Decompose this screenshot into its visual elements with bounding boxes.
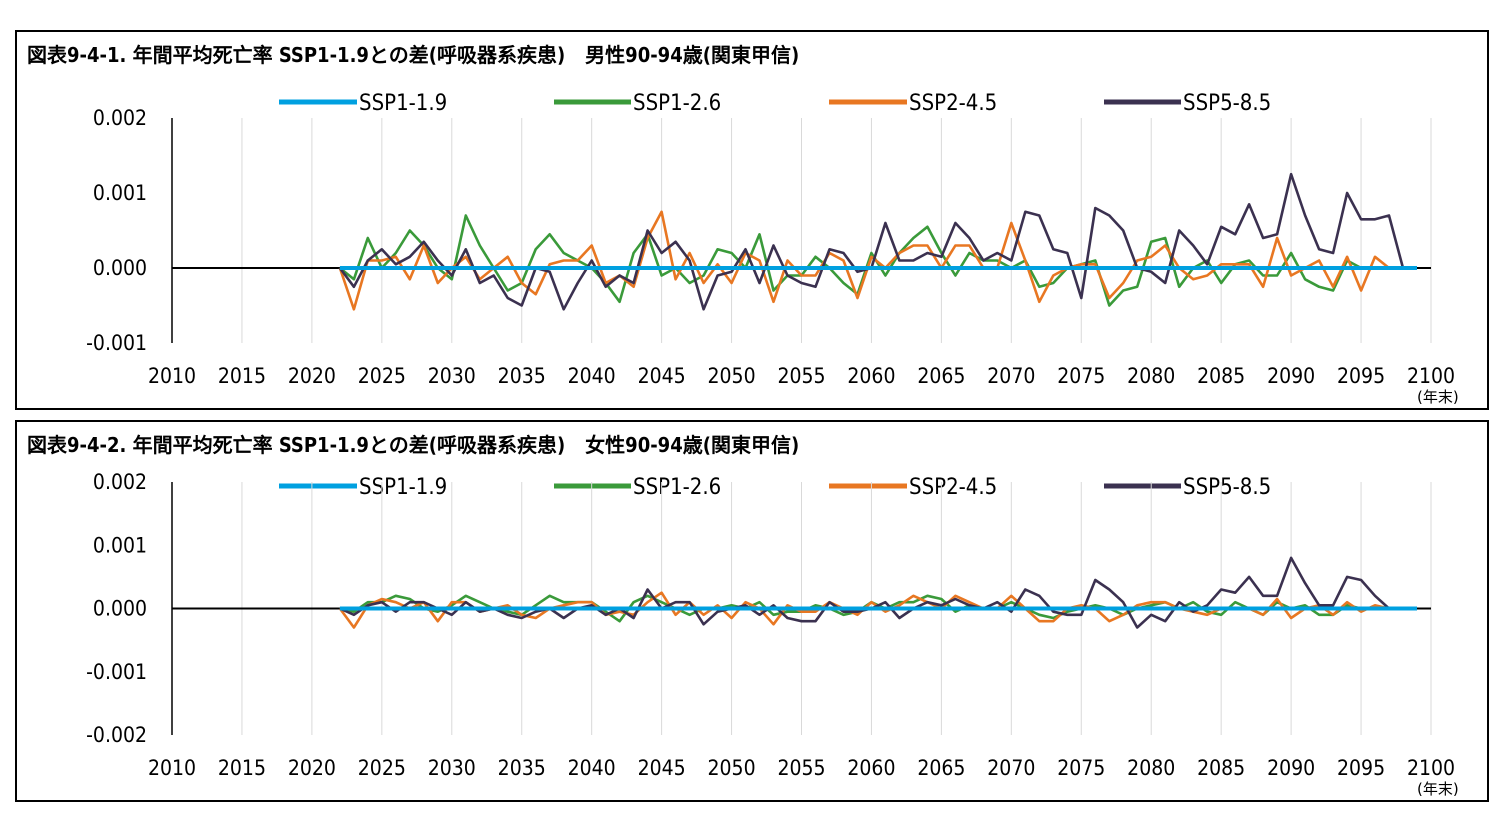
- x-tick-label: 2035: [498, 756, 546, 780]
- chart-1-x-unit: (年末): [1417, 388, 1459, 406]
- y-tick-label: -0.002: [86, 723, 147, 747]
- x-tick-label: 2040: [568, 756, 616, 780]
- x-tick-label: 2055: [777, 364, 825, 388]
- chart-1-legend: SSP1-1.9 SSP1-2.6 SSP2-4.5 SSP5-8.5: [279, 91, 1271, 116]
- chart-2-x-axis: 2010 2015 2020 2025 2030 2035 2040 2045 2050 2055…: [148, 756, 1455, 780]
- x-tick-label: 2035: [498, 364, 546, 388]
- y-tick-label: 0.000: [93, 597, 147, 621]
- x-tick-label: 2065: [917, 364, 965, 388]
- x-tick-label: 2070: [987, 364, 1035, 388]
- chart-1-y-axis: 0.002 0.001 0.000 -0.001: [86, 106, 147, 355]
- chart-2-x-unit: (年末): [1417, 780, 1459, 798]
- legend-label: SSP1-2.6: [633, 91, 721, 116]
- x-tick-label: 2100: [1407, 756, 1455, 780]
- series-line-ssp5-8-5: [339, 556, 1417, 629]
- chart-panel-2: 図表9-4-2. 年間平均死亡率 SSP1-1.9との差(呼吸器系疾患) 女性9…: [15, 420, 1489, 802]
- x-tick-label: 2025: [358, 756, 406, 780]
- x-tick-label: 2020: [288, 756, 336, 780]
- x-tick-label: 2100: [1407, 364, 1455, 388]
- x-tick-label: 2080: [1127, 364, 1175, 388]
- x-tick-label: 2090: [1267, 756, 1315, 780]
- x-tick-label: 2055: [777, 756, 825, 780]
- x-tick-label: 2065: [917, 756, 965, 780]
- y-tick-label: 0.000: [93, 256, 147, 280]
- chart-2-y-axis: 0.002 0.001 0.000 -0.001 -0.002: [86, 470, 147, 747]
- y-tick-label: -0.001: [86, 660, 147, 684]
- x-tick-label: 2075: [1057, 364, 1105, 388]
- legend-label: SSP1-1.9: [359, 91, 447, 116]
- chart-2: 図表9-4-2. 年間平均死亡率 SSP1-1.9との差(呼吸器系疾患) 女性9…: [27, 433, 1459, 798]
- y-tick-label: 0.001: [93, 181, 147, 205]
- x-tick-label: 2050: [708, 756, 756, 780]
- x-tick-label: 2040: [568, 364, 616, 388]
- chart-1: 図表9-4-1. 年間平均死亡率 SSP1-1.9との差(呼吸器系疾患) 男性9…: [27, 43, 1459, 406]
- x-tick-label: 2010: [148, 364, 196, 388]
- legend-label: SSP2-4.5: [909, 91, 997, 116]
- x-tick-label: 2045: [638, 364, 686, 388]
- legend-label: SSP1-1.9: [359, 475, 447, 500]
- x-tick-label: 2090: [1267, 364, 1315, 388]
- chart-1-title: 図表9-4-1. 年間平均死亡率 SSP1-1.9との差(呼吸器系疾患) 男性9…: [27, 43, 799, 67]
- x-tick-label: 2015: [218, 756, 266, 780]
- x-tick-label: 2060: [847, 756, 895, 780]
- x-tick-label: 2095: [1337, 364, 1385, 388]
- x-tick-label: 2025: [358, 364, 406, 388]
- chart-1-x-axis: 2010 2015 2020 2025 2030 2035 2040 2045 2050 2055…: [148, 364, 1455, 388]
- x-tick-label: 2070: [987, 756, 1035, 780]
- x-tick-label: 2050: [708, 364, 756, 388]
- x-tick-label: 2075: [1057, 756, 1105, 780]
- y-tick-label: 0.001: [93, 533, 147, 557]
- x-tick-label: 2080: [1127, 756, 1175, 780]
- x-tick-label: 2030: [428, 756, 476, 780]
- series-line-ssp2-4-5: [338, 210, 1417, 311]
- series-line-ssp5-8-5: [338, 172, 1417, 311]
- chart-2-legend: SSP1-1.9 SSP1-2.6 SSP2-4.5 SSP5-8.5: [279, 475, 1271, 500]
- legend-label: SSP2-4.5: [909, 475, 997, 500]
- x-tick-label: 2045: [638, 756, 686, 780]
- legend-label: SSP5-8.5: [1183, 475, 1271, 500]
- chart-2-series: [172, 556, 1431, 629]
- y-tick-label: -0.001: [86, 331, 147, 355]
- legend-label: SSP1-2.6: [633, 475, 721, 500]
- x-tick-label: 2085: [1197, 364, 1245, 388]
- x-tick-label: 2015: [218, 364, 266, 388]
- x-tick-label: 2085: [1197, 756, 1245, 780]
- x-tick-label: 2060: [847, 364, 895, 388]
- x-tick-label: 2030: [428, 364, 476, 388]
- chart-1-grid: [171, 118, 1432, 343]
- x-tick-label: 2010: [148, 756, 196, 780]
- chart-2-title: 図表9-4-2. 年間平均死亡率 SSP1-1.9との差(呼吸器系疾患) 女性9…: [27, 433, 799, 457]
- chart-1-series: [172, 172, 1431, 311]
- legend-label: SSP5-8.5: [1183, 91, 1271, 116]
- x-tick-label: 2020: [288, 364, 336, 388]
- y-tick-label: 0.002: [93, 470, 147, 494]
- y-tick-label: 0.002: [93, 106, 147, 130]
- x-tick-label: 2095: [1337, 756, 1385, 780]
- chart-panel-1: 図表9-4-1. 年間平均死亡率 SSP1-1.9との差(呼吸器系疾患) 男性9…: [15, 30, 1489, 410]
